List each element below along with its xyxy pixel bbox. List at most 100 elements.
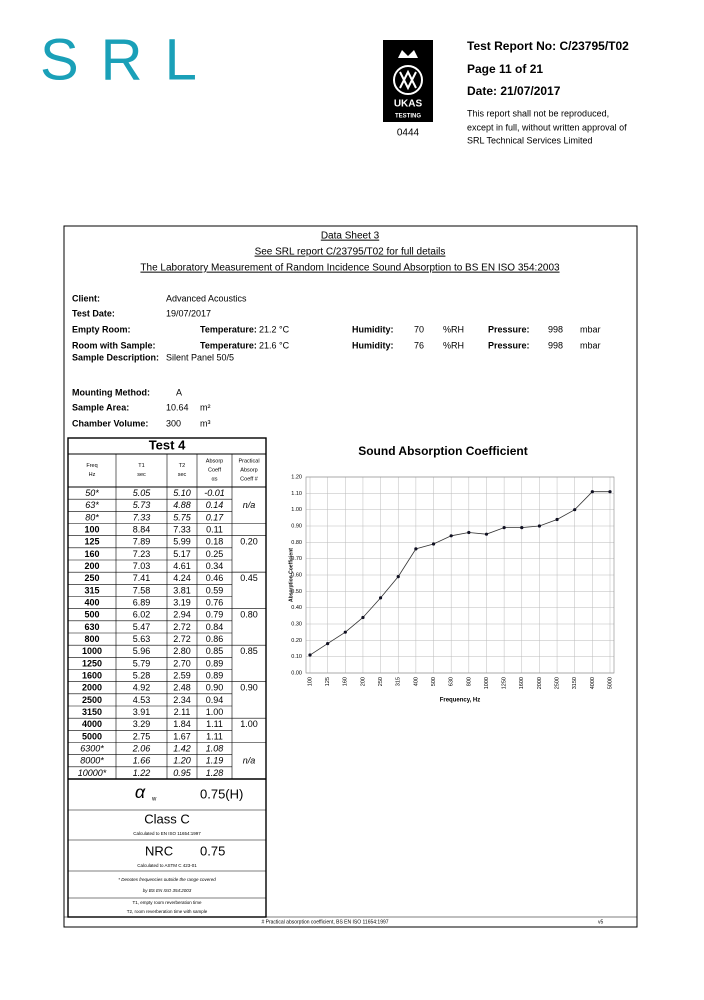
table-cell: 0.90 — [206, 683, 224, 693]
table-title: Test 4 — [149, 437, 186, 452]
column-header: Coeff — [208, 467, 222, 473]
table-cell: 8000* — [80, 756, 104, 766]
x-tick-label: 1250 — [502, 677, 508, 689]
temperature: 21.6 — [259, 340, 277, 350]
table-cell: 2.11 — [174, 707, 191, 717]
data-point — [484, 532, 489, 536]
info: Client: Advanced Acoustics Test Date: 19/07… — [72, 293, 601, 428]
table-cell: 250 — [84, 573, 99, 583]
page-no: Page 11 of 21 — [467, 62, 543, 76]
table-cell: 0.79 — [206, 610, 224, 620]
field-value: 10.64 — [166, 402, 189, 412]
table-cell: 2.72 — [173, 622, 191, 632]
column-header: Coeff # — [240, 476, 259, 482]
table-cell: 6.89 — [133, 597, 151, 607]
table-cell: 5.10 — [173, 488, 191, 498]
ukas-mark — [399, 69, 417, 91]
column-header: Practical — [238, 458, 259, 464]
x-tick-label: 800 — [466, 677, 472, 686]
y-tick-label: 0.40 — [291, 605, 302, 611]
sheet-border — [63, 225, 638, 928]
table-cell: 50* — [85, 488, 99, 498]
table-cell: 0.85 — [240, 646, 258, 656]
table-cell: 63* — [85, 500, 99, 510]
temperature-label: Temperature: — [200, 324, 257, 334]
data-point — [555, 517, 559, 522]
table-cell: 0.94 — [206, 695, 224, 705]
pressure: 998 — [548, 324, 563, 334]
data-point — [378, 596, 383, 600]
table-cell: 5.17 — [173, 549, 191, 559]
table-cell: 1.67 — [173, 731, 191, 741]
x-tick-label: 315 — [396, 677, 402, 686]
temperature-unit: °C — [279, 324, 290, 334]
table-cell: 7.23 — [133, 549, 151, 559]
y-tick-label: 0.20 — [291, 638, 302, 644]
data-line — [309, 491, 610, 656]
table-cell: 5.05 — [133, 488, 152, 498]
table-cell: 2500 — [82, 695, 102, 705]
table-cell: 7.33 — [133, 512, 151, 522]
x-tick-label: 4000 — [590, 677, 596, 689]
logo: SRL — [40, 27, 219, 92]
table-cell: 80* — [85, 512, 99, 522]
table-cell: 1600 — [82, 670, 102, 680]
results-table: Test 4 Freq Hz T1 sec T2 sec Absorp Coeff αs Pract… — [67, 437, 267, 918]
y-axis-label: Absorption Coefficient — [288, 548, 294, 602]
alpha-sub: w — [151, 797, 157, 803]
table-cell: 1.08 — [206, 743, 224, 753]
data-point — [449, 534, 453, 538]
table-cell: 4.88 — [173, 500, 191, 510]
data-point — [467, 530, 471, 535]
footer-note: # Practical absorption coefficient, BS E… — [261, 919, 388, 925]
field-unit: m² — [200, 402, 211, 412]
table-cell: 1.42 — [173, 743, 191, 753]
definition: T1, empty room reverberation time — [132, 900, 202, 905]
table-cell: 4000 — [82, 719, 102, 729]
y-tick-label: 0.60 — [291, 572, 302, 578]
table-cell: 8.84 — [133, 524, 151, 534]
field-value: A — [176, 387, 182, 397]
column-header: αs — [212, 476, 218, 482]
table-cell: 630 — [84, 622, 99, 632]
ukas-number: 0444 — [397, 128, 420, 139]
data-point — [308, 653, 312, 657]
table-cell: 10000* — [78, 768, 107, 778]
y-tick-label: 1.20 — [291, 474, 302, 480]
note: by BS EN ISO 354:2003 — [143, 888, 192, 893]
data-point — [573, 508, 577, 512]
note: * Denotes frequencies outside the range … — [118, 877, 216, 882]
field-value: 300 — [166, 418, 181, 428]
table-cell: 1000 — [82, 646, 102, 656]
table-cell: 0.11 — [206, 524, 223, 534]
table-cell: 315 — [84, 585, 99, 595]
field-value: Advanced Acoustics — [166, 293, 247, 303]
column-header: Hz — [89, 472, 96, 478]
data-point — [396, 575, 400, 579]
x-tick-label: 630 — [449, 677, 455, 686]
table-cell: 0.18 — [206, 537, 224, 547]
table-cell: 2.34 — [173, 695, 191, 705]
table-cell: 0.80 — [240, 610, 258, 620]
column-header: T1 — [138, 463, 144, 469]
definition: T2, room reverberation time with sample — [127, 909, 208, 914]
y-tick-label: 0.30 — [291, 621, 302, 627]
ukas-sub: TESTING — [395, 114, 421, 120]
table-cell: 3.29 — [133, 719, 151, 729]
table-cell: 6300* — [80, 743, 104, 753]
y-tick-label: 1.10 — [291, 491, 302, 497]
class: Class C — [144, 811, 190, 826]
table-cell: 0.89 — [206, 670, 224, 680]
table-cell: 125 — [84, 537, 99, 547]
sheet-title: The Laboratory Measurement of Random Inc… — [140, 263, 560, 274]
table-cell: 4.24 — [173, 573, 191, 583]
table-cell: 1.00 — [206, 707, 224, 717]
table-cell: 500 — [84, 610, 99, 620]
field-value: Silent Panel 50/5 — [166, 352, 234, 362]
table-cell: 7.33 — [173, 524, 191, 534]
field-value: 19/07/2017 — [166, 308, 211, 318]
y-tick-label: 0.80 — [291, 540, 302, 546]
table-cell: 0.20 — [240, 537, 258, 547]
table-cell: 7.03 — [133, 561, 151, 571]
